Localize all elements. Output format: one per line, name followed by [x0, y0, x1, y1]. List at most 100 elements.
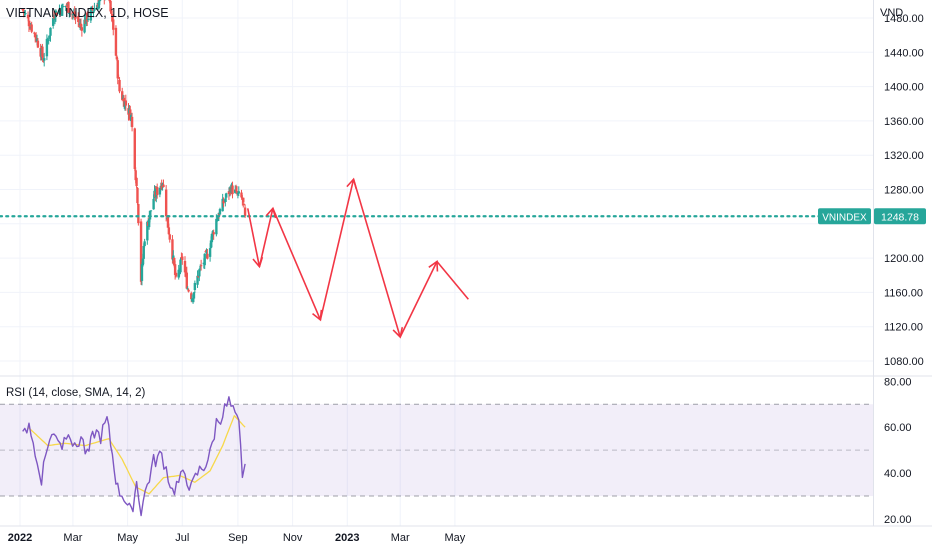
candle-body	[212, 232, 215, 235]
rsi-lines	[22, 396, 246, 517]
projection-segment	[436, 261, 469, 300]
candle-body	[73, 11, 76, 18]
price-tick-label: 1400.00	[884, 82, 924, 94]
projection-arrows	[246, 177, 469, 339]
candle-body	[140, 264, 144, 281]
candle-body	[174, 272, 178, 277]
candle-body	[43, 58, 46, 61]
candle-body	[68, 12, 71, 14]
candle-body	[77, 16, 80, 23]
candle-body	[181, 256, 184, 260]
candle-body	[52, 16, 56, 19]
candle-body	[97, 1, 101, 9]
time-tick-label: Mar	[63, 532, 82, 544]
candle-body	[118, 79, 121, 92]
candle-body	[41, 46, 44, 58]
candle-body	[173, 257, 176, 266]
candle-body	[121, 91, 124, 100]
projection-segment	[246, 208, 261, 267]
candle-body	[112, 19, 115, 30]
candle-body	[53, 18, 57, 20]
candle-body	[215, 218, 218, 235]
candle-body	[26, 14, 30, 19]
candle-body	[22, 9, 25, 12]
candle-body	[89, 8, 93, 21]
candle-body	[60, 4, 64, 16]
candle-body	[173, 264, 177, 275]
candle-body	[64, 6, 67, 8]
candle-body	[141, 258, 145, 266]
candle-body	[235, 191, 239, 194]
rsi-band-fill	[0, 404, 873, 497]
candle-body	[166, 215, 170, 228]
candle-body	[47, 39, 50, 41]
candle-body	[234, 189, 237, 193]
candle-body	[33, 32, 36, 34]
candle-body	[234, 189, 238, 191]
candle-body	[49, 27, 52, 36]
candle-body	[209, 240, 213, 248]
candle-body	[187, 289, 190, 292]
candle-body	[79, 23, 83, 27]
candle-body	[171, 239, 174, 260]
candle-body	[147, 218, 151, 228]
price-tick-label: 1120.00	[884, 322, 923, 334]
candle-body	[167, 227, 171, 235]
candle-body	[191, 298, 195, 301]
candle-body	[185, 272, 188, 289]
candle-body	[149, 210, 153, 212]
rsi-title: RSI (14, close, SMA, 14, 2)	[6, 387, 146, 399]
price-tick-label: 1160.00	[884, 287, 923, 299]
candle-body	[205, 252, 208, 254]
candle-body	[210, 233, 214, 243]
rsi-tick-label: 60.00	[884, 422, 912, 434]
candle-body	[129, 109, 132, 121]
candle-body	[95, 5, 99, 10]
last-price-value: 1248.78	[881, 211, 919, 223]
last-price-symbol: VNINDEX	[822, 212, 867, 223]
candle-body	[243, 207, 247, 217]
candle-body	[24, 13, 27, 15]
candle-body	[227, 191, 231, 195]
candle-body	[74, 16, 77, 19]
candle-body	[134, 170, 137, 181]
candle-body	[115, 56, 119, 60]
candle-body	[98, 0, 102, 2]
candle-body	[86, 18, 90, 20]
candle-body	[221, 198, 224, 212]
candle-body	[184, 271, 188, 275]
candle-body	[231, 185, 234, 195]
candle-body	[216, 216, 220, 222]
candle-body	[206, 253, 209, 259]
price-tick-label: 1080.00	[884, 356, 924, 368]
candle-body	[183, 261, 187, 273]
candle-body	[155, 186, 159, 196]
rsi-tick-label: 40.00	[884, 468, 912, 480]
price-tick-label: 1360.00	[884, 116, 924, 128]
candle-body	[109, 0, 112, 12]
rsi-tick-label: 80.00	[884, 376, 912, 388]
candle-body	[242, 197, 245, 203]
rsi-tick-label: 20.00	[884, 514, 912, 526]
grid	[0, 0, 873, 526]
candle-body	[142, 245, 145, 259]
projection-segment	[352, 178, 401, 338]
candle-body	[208, 248, 212, 257]
currency-label: VND	[880, 7, 903, 19]
candle-body	[93, 8, 96, 11]
candle-body	[198, 269, 201, 277]
time-tick-label: May	[445, 532, 466, 544]
candle-body	[116, 60, 119, 79]
candle-body	[179, 259, 182, 273]
price-tick-label: 1320.00	[884, 150, 924, 162]
candle-body	[143, 241, 146, 247]
candle-body	[130, 116, 134, 128]
candle-body	[164, 189, 168, 217]
candle-body	[242, 204, 246, 206]
candle-body	[90, 6, 93, 9]
projection-segment	[272, 208, 322, 321]
time-tick-label: May	[117, 532, 138, 544]
